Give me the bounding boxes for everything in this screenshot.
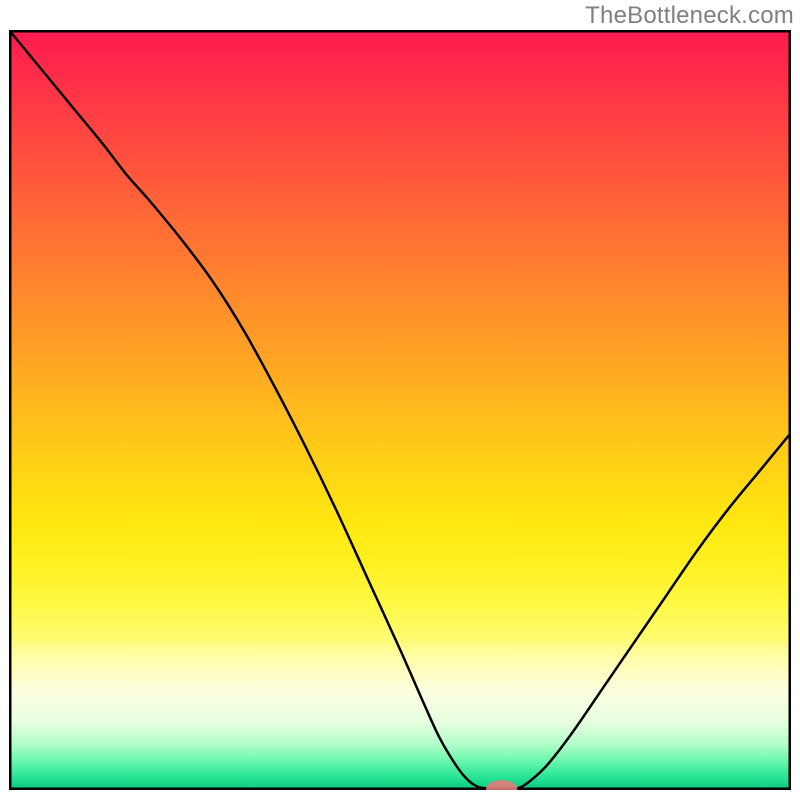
watermark-text: TheBottleneck.com [585,2,794,30]
bottleneck-chart [9,30,791,790]
page: TheBottleneck.com [0,0,800,800]
chart-svg [9,30,791,790]
chart-background [9,30,791,790]
